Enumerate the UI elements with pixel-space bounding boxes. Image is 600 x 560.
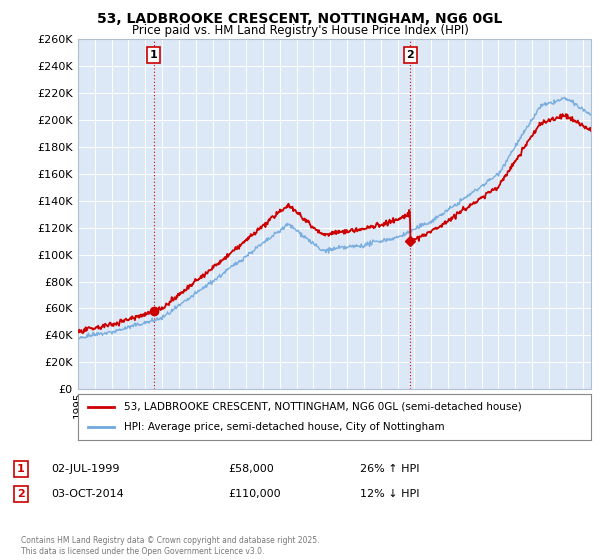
- Text: £110,000: £110,000: [228, 489, 281, 499]
- Text: £58,000: £58,000: [228, 464, 274, 474]
- Text: 53, LADBROOKE CRESCENT, NOTTINGHAM, NG6 0GL (semi-detached house): 53, LADBROOKE CRESCENT, NOTTINGHAM, NG6 …: [124, 402, 522, 412]
- Text: Contains HM Land Registry data © Crown copyright and database right 2025.
This d: Contains HM Land Registry data © Crown c…: [21, 536, 320, 556]
- Text: 1: 1: [17, 464, 25, 474]
- Text: Price paid vs. HM Land Registry's House Price Index (HPI): Price paid vs. HM Land Registry's House …: [131, 24, 469, 36]
- Text: 12% ↓ HPI: 12% ↓ HPI: [360, 489, 419, 499]
- Text: HPI: Average price, semi-detached house, City of Nottingham: HPI: Average price, semi-detached house,…: [124, 422, 445, 432]
- Text: 02-JUL-1999: 02-JUL-1999: [51, 464, 119, 474]
- Text: 1: 1: [150, 50, 158, 60]
- Text: 03-OCT-2014: 03-OCT-2014: [51, 489, 124, 499]
- Text: 2: 2: [406, 50, 414, 60]
- Text: 53, LADBROOKE CRESCENT, NOTTINGHAM, NG6 0GL: 53, LADBROOKE CRESCENT, NOTTINGHAM, NG6 …: [97, 12, 503, 26]
- Text: 26% ↑ HPI: 26% ↑ HPI: [360, 464, 419, 474]
- Text: 2: 2: [17, 489, 25, 499]
